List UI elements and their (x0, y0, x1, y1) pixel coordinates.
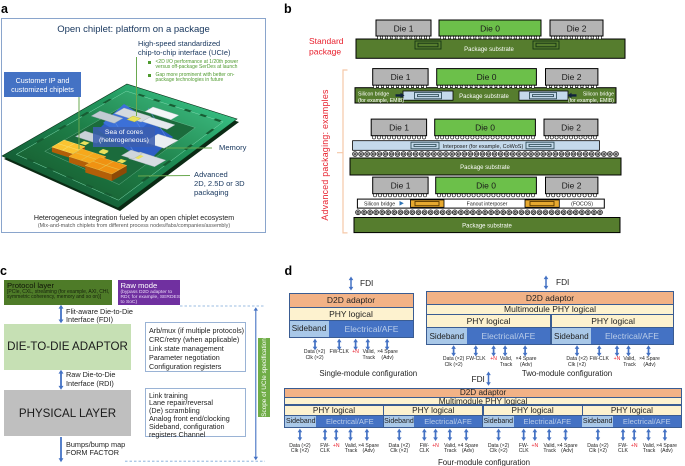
svg-text:Die 0: Die 0 (477, 72, 497, 82)
svg-text:Interposer (for example, CoWoS: Interposer (for example, CoWoS) (443, 144, 524, 150)
svg-text:Package substrate: Package substrate (462, 224, 512, 230)
svg-text:(for example, EMIB): (for example, EMIB) (358, 98, 404, 104)
svg-text:package: package (309, 47, 341, 57)
svg-text:Die 1: Die 1 (394, 24, 414, 34)
svg-text:Die 2: Die 2 (567, 24, 587, 34)
svg-text:Silicon bridge: Silicon bridge (364, 202, 395, 208)
svg-text:Fanout interposer: Fanout interposer (467, 202, 508, 208)
svg-text:Package substrate: Package substrate (460, 165, 510, 171)
svg-text:Die 2: Die 2 (561, 123, 581, 133)
svg-text:Silicon bridge: Silicon bridge (358, 92, 389, 98)
svg-text:(FOCOS): (FOCOS) (571, 202, 593, 208)
svg-text:Package substrate: Package substrate (464, 47, 514, 53)
svg-text:(for example, EMIB): (for example, EMIB) (568, 98, 614, 104)
svg-text:Advanced packaging: examples: Advanced packaging: examples (320, 89, 330, 221)
svg-text:Standard: Standard (309, 36, 344, 46)
svg-text:Silicon bridge: Silicon bridge (583, 92, 614, 98)
svg-text:Die 2: Die 2 (562, 72, 582, 82)
svg-text:Die 0: Die 0 (476, 181, 496, 191)
svg-text:Die 0: Die 0 (480, 24, 500, 34)
svg-text:Die 1: Die 1 (389, 123, 409, 133)
svg-text:Package substrate: Package substrate (459, 94, 509, 100)
svg-text:Die 0: Die 0 (475, 123, 495, 133)
svg-text:Die 1: Die 1 (391, 72, 411, 82)
svg-text:Die 2: Die 2 (562, 181, 582, 191)
svg-text:Die 1: Die 1 (391, 181, 411, 191)
